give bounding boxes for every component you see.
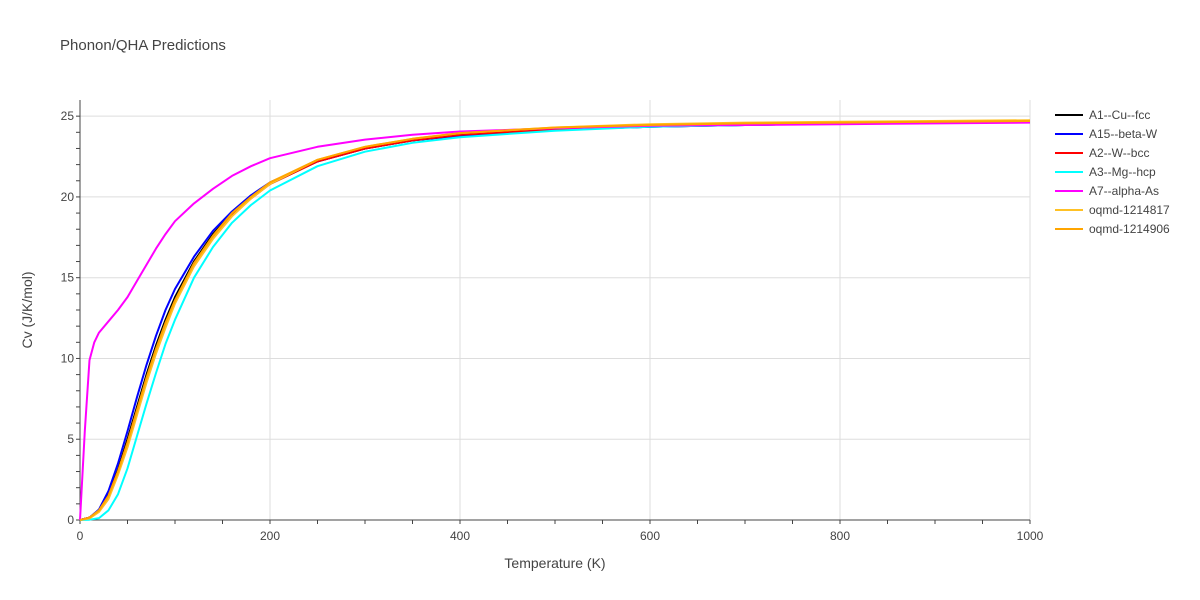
y-tick-label: 20 — [61, 190, 75, 204]
chart-title: Phonon/QHA Predictions — [60, 37, 226, 54]
y-tick-label: 15 — [61, 271, 75, 285]
x-tick-label: 800 — [830, 529, 850, 543]
x-tick-label: 1000 — [1017, 529, 1044, 543]
y-tick-label: 25 — [61, 109, 75, 123]
legend-label: A3--Mg--hcp — [1089, 165, 1156, 179]
x-axis-label: Temperature (K) — [504, 555, 605, 571]
legend-item[interactable]: A7--alpha-As — [1055, 184, 1159, 198]
legend[interactable]: A1--Cu--fcc A15--beta-W A2--W--bcc A3--Mg--… — [1055, 108, 1170, 236]
legend-item[interactable]: A15--beta-W — [1055, 127, 1158, 141]
legend-item[interactable]: oqmd-1214906 — [1055, 222, 1170, 236]
series-line-3 — [79, 120, 1031, 521]
series-line-5 — [79, 119, 1031, 521]
legend-item[interactable]: A3--Mg--hcp — [1055, 165, 1156, 179]
series-line-4 — [79, 121, 1031, 521]
series-line-6 — [79, 120, 1031, 521]
x-tick-label: 0 — [77, 529, 84, 543]
legend-label: A7--alpha-As — [1089, 184, 1159, 198]
y-axis-label: Cv (J/K/mol) — [19, 272, 35, 349]
legend-label: oqmd-1214906 — [1089, 222, 1170, 236]
legend-label: A1--Cu--fcc — [1089, 108, 1150, 122]
x-tick-label: 200 — [260, 529, 280, 543]
series-line-2 — [79, 120, 1031, 521]
axes: 0 200 400 600 800 1000 0 5 10 15 20 25 — [61, 100, 1044, 543]
x-tick-label: 400 — [450, 529, 470, 543]
legend-label: A15--beta-W — [1089, 127, 1158, 141]
legend-item[interactable]: A1--Cu--fcc — [1055, 108, 1150, 122]
legend-label: A2--W--bcc — [1089, 146, 1149, 160]
legend-item[interactable]: A2--W--bcc — [1055, 146, 1149, 160]
x-tick-label: 600 — [640, 529, 660, 543]
plot-area — [79, 119, 1031, 521]
legend-item[interactable]: oqmd-1214817 — [1055, 203, 1170, 217]
y-tick-label: 10 — [61, 351, 75, 365]
legend-label: oqmd-1214817 — [1089, 203, 1170, 217]
y-tick-label: 0 — [67, 513, 74, 527]
y-tick-label: 5 — [67, 432, 74, 446]
grid — [80, 100, 1031, 520]
